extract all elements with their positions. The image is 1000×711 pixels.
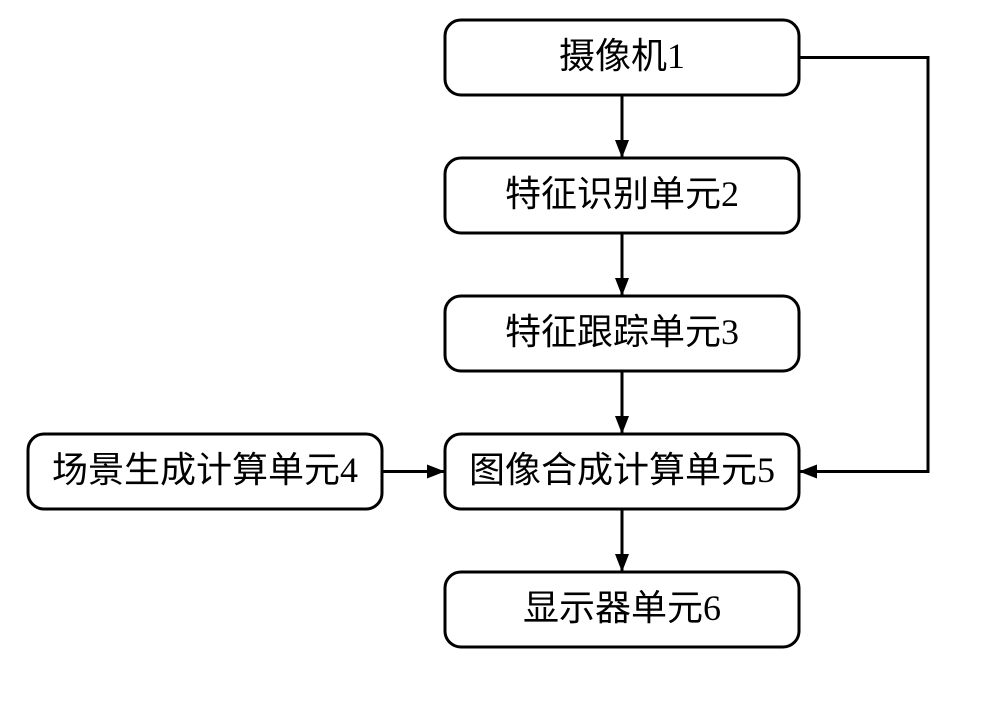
node-label-n6: 显示器单元6 [523, 588, 721, 628]
node-label-n5: 图像合成计算单元5 [469, 450, 775, 490]
node-n4: 场景生成计算单元4 [28, 434, 382, 509]
node-n5: 图像合成计算单元5 [445, 434, 799, 509]
node-n3: 特征跟踪单元3 [445, 296, 799, 371]
node-label-n1: 摄像机1 [559, 36, 685, 76]
node-label-n2: 特征识别单元2 [505, 174, 739, 214]
node-n6: 显示器单元6 [445, 572, 799, 647]
node-label-n4: 场景生成计算单元4 [52, 450, 358, 490]
node-n1: 摄像机1 [445, 20, 799, 95]
node-n2: 特征识别单元2 [445, 158, 799, 233]
node-label-n3: 特征跟踪单元3 [505, 312, 739, 352]
edge-n1-n5 [799, 58, 928, 472]
